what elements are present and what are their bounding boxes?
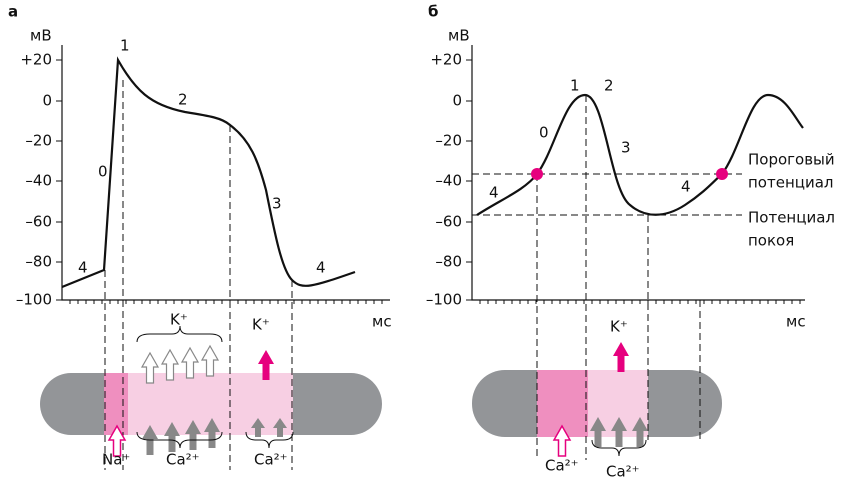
y-tick-label: +20 <box>20 51 52 69</box>
phase-label: 4 <box>681 178 691 196</box>
panel-label: б <box>428 3 438 21</box>
phase-label: 1 <box>570 77 580 95</box>
axes <box>472 45 805 300</box>
threshold-label: потенциал <box>748 174 834 192</box>
y-tick-label: –80 <box>25 253 52 271</box>
resting-label: Потенциал <box>748 209 835 227</box>
ion-label: Ca²⁺ <box>606 463 640 481</box>
y-tick-label: –20 <box>25 132 52 150</box>
y-tick-label: –100 <box>16 291 52 309</box>
y-tick-label: 0 <box>452 92 462 110</box>
ion-label: Ca²⁺ <box>254 451 288 469</box>
panel-b: б мВ мс +20 0 –20 –40 –60 –80 –100 0 1 2 3 4 4… <box>426 3 835 481</box>
y-ticks: +20 0 –20 –40 –60 –80 –100 <box>426 51 472 309</box>
resting-label: покоя <box>748 232 794 250</box>
y-ticks: +20 0 –20 –40 –60 –80 –100 <box>16 51 62 309</box>
ion-label: Na⁺ <box>102 451 130 469</box>
ion-label: K⁺ <box>610 318 628 336</box>
phase-label: 0 <box>98 163 108 181</box>
ion-label: K⁺ <box>170 311 188 329</box>
threshold-label: Пороговый <box>748 151 835 169</box>
y-tick-label: –80 <box>435 253 462 271</box>
panel-label: а <box>8 3 18 21</box>
y-tick-label: –40 <box>435 172 462 190</box>
phase-label: 3 <box>272 195 282 213</box>
plateau-zone <box>104 373 293 435</box>
y-tick-label: +20 <box>430 51 462 69</box>
threshold-point <box>716 168 728 180</box>
phase-label: 3 <box>621 139 631 157</box>
y-tick-label: –60 <box>435 213 462 231</box>
depolarization-zone <box>104 373 128 435</box>
ion-label: K⁺ <box>252 316 270 334</box>
y-tick-label: –40 <box>25 172 52 190</box>
phase-label: 4 <box>78 259 88 277</box>
y-tick-label: –100 <box>426 291 462 309</box>
x-minor-ticks <box>480 300 800 304</box>
y-tick-label: –60 <box>25 213 52 231</box>
phase-label: 4 <box>489 184 499 202</box>
ion-label: Ca²⁺ <box>166 451 200 469</box>
diagram: а мВ мс +20 0 –20 –40 –60 –80 –100 1 0 2 3 4 4… <box>0 0 847 494</box>
threshold-point <box>531 168 543 180</box>
y-unit: мВ <box>30 27 52 45</box>
phase-label: 0 <box>539 124 549 142</box>
y-tick-label: –20 <box>435 132 462 150</box>
x-unit: мс <box>786 313 806 331</box>
panel-a: а мВ мс +20 0 –20 –40 –60 –80 –100 1 0 2 3 4 4… <box>8 3 392 471</box>
y-unit: мВ <box>448 27 470 45</box>
phase-label: 4 <box>316 259 326 277</box>
phase-label: 2 <box>604 77 614 95</box>
y-tick-label: 0 <box>42 92 52 110</box>
calcium-arrows <box>590 417 648 447</box>
ion-label: Ca²⁺ <box>545 457 579 475</box>
phase-label: 2 <box>178 91 188 109</box>
x-unit: мс <box>372 313 392 331</box>
potassium-efflux-arrow <box>613 342 629 372</box>
phase-label: 1 <box>120 37 130 55</box>
